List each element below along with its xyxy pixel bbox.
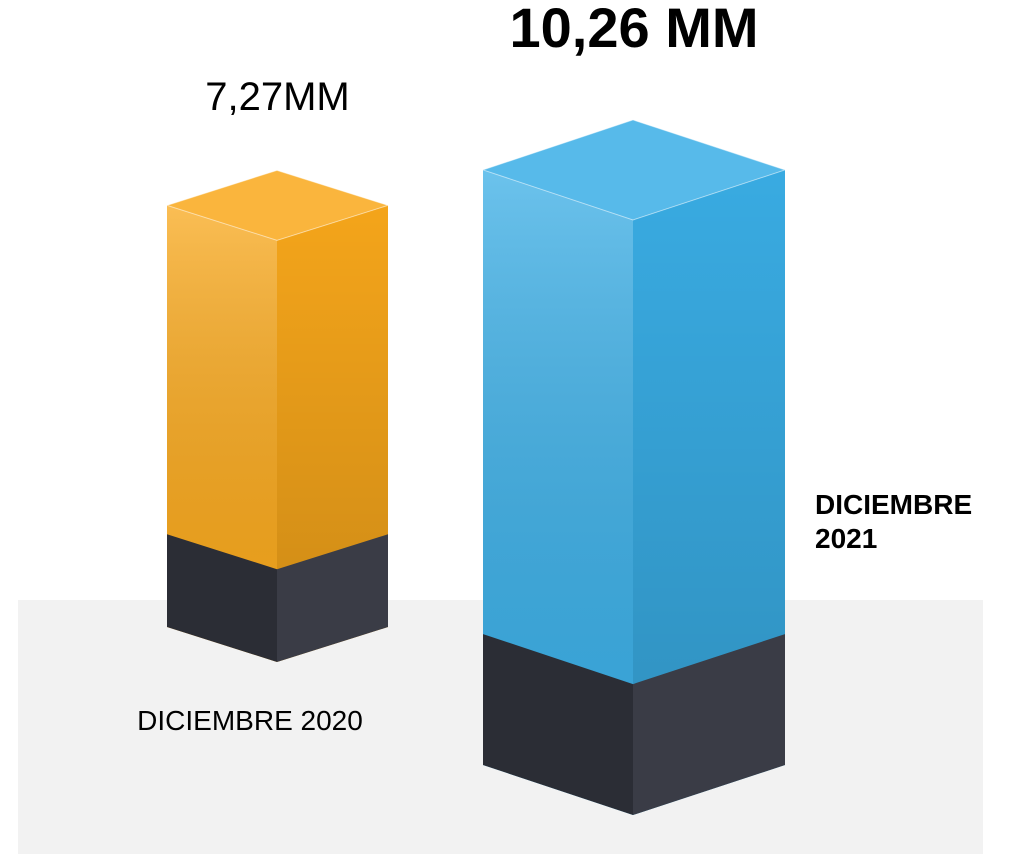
value-label: 10,26 MM [509, 0, 759, 59]
bar-top [165, 169, 390, 241]
bar-base-right [633, 634, 785, 815]
bar [165, 169, 390, 662]
bar-base-right [277, 534, 388, 662]
category-label: DICIEMBRE 2020 [137, 705, 363, 736]
bar [481, 119, 787, 816]
value-label: 7,27MM [205, 75, 350, 120]
bar-base-left [483, 634, 633, 815]
category-label: DICIEMBRE 2021 [815, 489, 973, 554]
bar-top [481, 119, 787, 221]
bar-base-left [167, 534, 277, 662]
